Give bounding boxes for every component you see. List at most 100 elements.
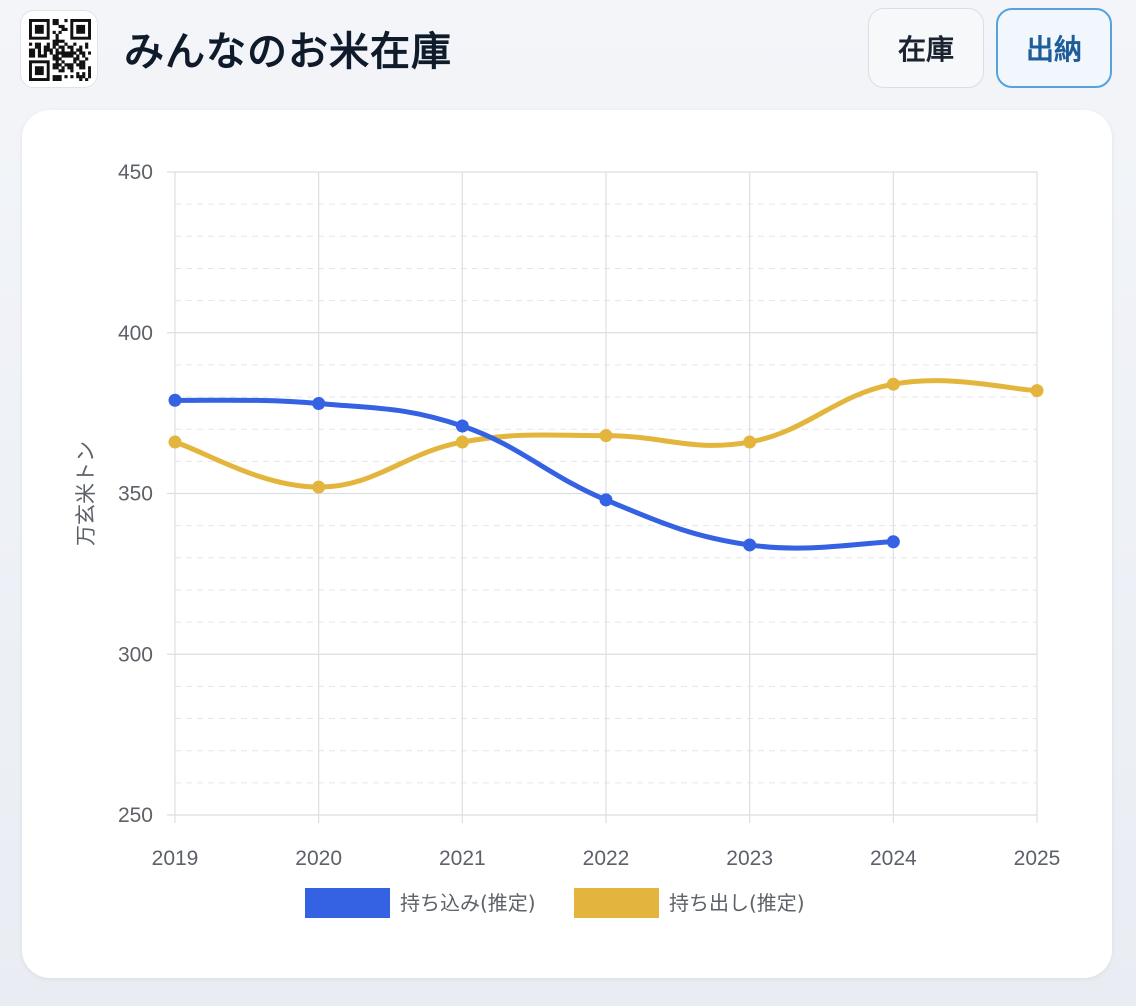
qr-module xyxy=(82,51,86,55)
series-0 xyxy=(168,393,900,552)
y-tick-label: 400 xyxy=(118,322,153,345)
qr-module xyxy=(70,66,74,70)
legend: 持ち込み(推定) 持ち出し(推定) xyxy=(305,888,805,918)
qr-module xyxy=(37,42,42,46)
data-point xyxy=(1030,384,1044,398)
data-point xyxy=(599,429,613,443)
qr-module xyxy=(85,45,89,49)
qr-module xyxy=(52,30,56,34)
qr-module xyxy=(70,54,74,58)
qr-module xyxy=(76,54,80,58)
qr-module xyxy=(61,66,65,70)
qr-module xyxy=(79,45,83,49)
qr-module xyxy=(61,54,65,58)
qr-module xyxy=(37,51,42,55)
qr-module xyxy=(55,66,59,70)
qr-module xyxy=(52,57,56,61)
qr-module xyxy=(88,51,91,55)
qr-module xyxy=(67,66,71,70)
qr-module xyxy=(64,54,68,58)
qr-module xyxy=(70,45,74,49)
qr-module xyxy=(58,45,62,49)
qr-module xyxy=(52,63,56,67)
qr-module xyxy=(76,48,80,52)
qr-module xyxy=(79,78,83,81)
qr-module xyxy=(52,39,56,43)
qr-module xyxy=(29,48,33,52)
header: みんなのお米在庫 在庫 出納 xyxy=(0,0,1136,100)
qr-module xyxy=(31,54,36,58)
qr-module xyxy=(64,63,68,67)
data-point xyxy=(455,435,469,449)
qr-module xyxy=(82,60,86,64)
data-point xyxy=(743,435,757,449)
qr-module xyxy=(82,66,86,70)
qr-module xyxy=(67,54,71,58)
qr-module xyxy=(37,45,42,49)
qr-module xyxy=(43,54,47,58)
logo[interactable] xyxy=(20,10,98,88)
qr-module xyxy=(88,75,91,79)
qr-module xyxy=(52,45,56,49)
qr-finder-core xyxy=(76,24,86,34)
qr-module xyxy=(85,78,89,81)
grid xyxy=(167,171,1038,823)
qr-module xyxy=(29,54,33,58)
qr-module xyxy=(55,21,59,26)
qr-module xyxy=(55,33,59,37)
qr-module xyxy=(73,57,77,61)
qr-module xyxy=(64,19,68,23)
series-line xyxy=(172,397,896,551)
qr-module xyxy=(70,51,74,55)
qr-module xyxy=(79,66,83,70)
qr-module xyxy=(43,45,47,49)
data-point xyxy=(168,393,182,407)
qr-module xyxy=(67,51,71,55)
qr-module xyxy=(61,69,65,73)
series-1 xyxy=(168,377,1044,494)
qr-module xyxy=(58,75,62,79)
qr-module xyxy=(52,19,56,23)
qr-module xyxy=(46,48,50,52)
qr-module xyxy=(61,45,65,49)
qr-module xyxy=(85,57,89,61)
x-tick-label: 2019 xyxy=(152,847,199,870)
qr-module xyxy=(82,72,86,76)
qr-module xyxy=(55,36,59,40)
qr-module xyxy=(34,42,39,46)
line-chart: 250 300 350 400 450 2019 2020 2021 2022 2023 2024 2… xyxy=(74,161,1060,918)
qr-module xyxy=(37,48,42,52)
qr-module xyxy=(55,63,59,67)
qr-module xyxy=(55,78,59,81)
data-point xyxy=(168,435,182,449)
legend-label: 持ち出し(推定) xyxy=(669,891,805,915)
qr-module xyxy=(29,42,33,46)
tab-stock[interactable]: 在庫 xyxy=(868,8,984,88)
qr-module xyxy=(58,63,62,67)
legend-label: 持ち込み(推定) xyxy=(400,891,536,915)
qr-module xyxy=(79,51,83,55)
qr-module xyxy=(88,66,91,70)
data-point xyxy=(743,538,757,552)
qr-module xyxy=(79,48,83,52)
x-tick-label: 2020 xyxy=(295,847,342,870)
qr-module xyxy=(76,63,80,67)
qr-module xyxy=(46,45,50,49)
qr-module xyxy=(70,48,74,52)
tab-flow[interactable]: 出納 xyxy=(996,8,1112,88)
qr-module xyxy=(55,48,59,52)
x-tick-label: 2024 xyxy=(870,847,917,870)
y-tick-label: 350 xyxy=(118,483,153,506)
qr-module xyxy=(55,51,59,55)
qr-module xyxy=(73,51,77,55)
x-tick-label: 2021 xyxy=(439,847,486,870)
qr-module xyxy=(61,27,65,32)
qr-module xyxy=(52,21,56,26)
qr-module xyxy=(88,72,91,76)
qr-module xyxy=(67,63,71,67)
qr-module xyxy=(52,54,56,58)
qr-module xyxy=(64,51,68,55)
y-axis-title: 万玄米トン xyxy=(74,441,98,546)
qr-module xyxy=(55,60,59,64)
data-point xyxy=(455,419,469,433)
